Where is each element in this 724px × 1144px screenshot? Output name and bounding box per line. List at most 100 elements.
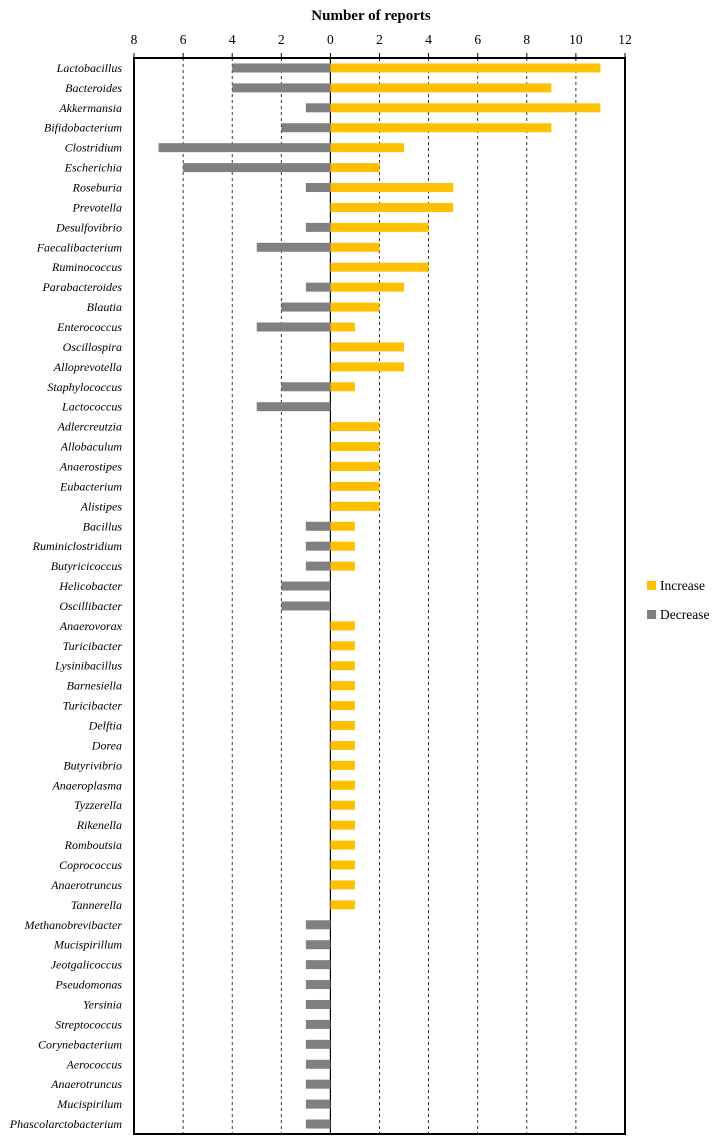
- bar-increase: [330, 163, 380, 173]
- category-label: Enterococcus: [56, 320, 122, 334]
- category-label: Pseudomonas: [54, 978, 122, 992]
- bar-increase: [330, 820, 355, 830]
- category-label: Blautia: [87, 300, 122, 314]
- bar-decrease: [305, 1059, 331, 1069]
- bar-decrease: [305, 1099, 331, 1109]
- bar-decrease: [305, 541, 331, 551]
- category-label: Jeotgalicoccus: [51, 958, 123, 972]
- x-tick-label: 6: [474, 32, 481, 47]
- bar-increase: [330, 123, 552, 133]
- category-label: Lactococcus: [61, 400, 122, 414]
- bar-decrease: [305, 960, 331, 970]
- category-label: Anaerotruncus: [50, 878, 122, 892]
- category-label: Aerococcus: [65, 1057, 122, 1071]
- legend-increase-label: Increase: [660, 578, 705, 593]
- bar-increase: [330, 342, 405, 352]
- bar-increase: [330, 641, 355, 651]
- category-label: Mucispirillum: [53, 938, 122, 952]
- legend-increase-swatch: [647, 581, 656, 590]
- bar-increase: [330, 262, 429, 272]
- bar-increase: [330, 501, 380, 511]
- bar-increase: [330, 103, 601, 113]
- bar-increase: [330, 681, 355, 691]
- bar-decrease: [305, 183, 331, 193]
- bar-decrease: [158, 143, 331, 153]
- bar-increase: [330, 461, 380, 471]
- x-tick-label: 4: [425, 32, 432, 47]
- bar-increase: [330, 362, 405, 372]
- bar-decrease: [281, 601, 331, 611]
- category-label: Eubacterium: [59, 479, 122, 493]
- category-label: Anaerotruncus: [50, 1077, 122, 1091]
- category-label: Turicibacter: [63, 639, 123, 653]
- category-label: Lactobacillus: [56, 61, 123, 75]
- category-label: Helicobacter: [58, 579, 122, 593]
- bar-decrease: [305, 1079, 331, 1089]
- x-tick-label: 12: [618, 32, 632, 47]
- category-label: Roseburia: [72, 181, 122, 195]
- category-label: Delftia: [88, 719, 122, 733]
- bar-increase: [330, 880, 355, 890]
- chart-title: Number of reports: [311, 8, 431, 24]
- x-tick-label: 2: [376, 32, 383, 47]
- category-label: Oscillibacter: [59, 599, 122, 613]
- bar-decrease: [232, 63, 331, 73]
- category-label: Yersinia: [83, 997, 122, 1011]
- bar-decrease: [256, 402, 331, 412]
- category-label: Dorea: [91, 738, 122, 752]
- bar-decrease: [256, 242, 331, 252]
- bar-increase: [330, 143, 405, 153]
- plot-frame: [133, 57, 626, 1135]
- category-label: Rikenella: [76, 818, 122, 832]
- bar-decrease: [305, 282, 331, 292]
- legend-decrease-label: Decrease: [660, 607, 709, 622]
- category-label: Turicibacter: [63, 699, 123, 713]
- category-label: Barnesiella: [67, 679, 122, 693]
- category-label: Ruminiclostridium: [32, 539, 123, 553]
- category-label: Staphylococcus: [47, 380, 122, 394]
- category-label: Alistipes: [80, 499, 123, 513]
- x-tick-labels: 8 6 4 2 0 2 4 6 8 10 12: [131, 32, 632, 58]
- bar-decrease: [305, 222, 331, 232]
- bar-increase: [330, 442, 380, 452]
- category-label: Alloprevotella: [53, 360, 122, 374]
- bar-decrease: [281, 123, 331, 133]
- x-tick-label: 8: [523, 32, 530, 47]
- bar-increase: [330, 322, 355, 332]
- bar-increase: [330, 422, 380, 432]
- bar-decrease: [305, 940, 331, 950]
- category-label: Bacillus: [83, 519, 123, 533]
- bars: [158, 63, 601, 1129]
- category-label: Oscillospira: [63, 340, 122, 354]
- bar-decrease: [281, 302, 331, 312]
- bar-decrease: [305, 521, 331, 531]
- x-tick-label: 0: [327, 32, 334, 47]
- bar-increase: [330, 900, 355, 910]
- bar-decrease: [305, 999, 331, 1009]
- bar-increase: [330, 860, 355, 870]
- bar-increase: [330, 302, 380, 312]
- bar-increase: [330, 183, 454, 193]
- bar-decrease: [305, 920, 331, 930]
- bar-increase: [330, 83, 552, 93]
- bar-increase: [330, 63, 601, 73]
- bar-decrease: [256, 322, 331, 332]
- category-label: Ruminococcus: [51, 260, 122, 274]
- category-label: Parabacteroides: [41, 280, 122, 294]
- bar-increase: [330, 481, 380, 491]
- bar-increase: [330, 242, 380, 252]
- category-label: Bifidobacterium: [44, 121, 122, 135]
- legend: Increase Decrease: [647, 578, 709, 622]
- bar-increase: [330, 760, 355, 770]
- bar-increase: [330, 202, 454, 212]
- category-label: Escherichia: [64, 161, 122, 175]
- category-label: Clostridium: [65, 141, 123, 155]
- bar-increase: [330, 541, 355, 551]
- bar-decrease: [305, 980, 331, 990]
- category-label: Tannerella: [71, 898, 122, 912]
- bar-increase: [330, 561, 355, 571]
- grid-lines: [182, 58, 577, 1134]
- x-tick-label: 2: [278, 32, 285, 47]
- category-labels: Lactobacillus Bacteroides Akkermansia Bifid…: [9, 61, 123, 1131]
- bar-increase: [330, 840, 355, 850]
